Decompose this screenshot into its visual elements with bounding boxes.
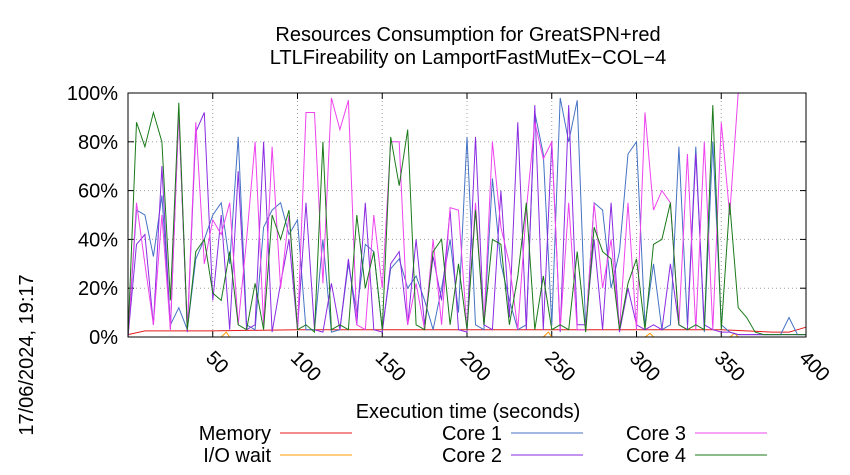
series-line-core-2 [127,105,806,338]
y-tick-labels: 0% 20% 40% 60% 80% 100% [67,83,118,349]
timestamp-label: 17/06/2024, 19:17 [16,274,38,435]
series-line-core-3 [127,92,806,338]
grid-lines [128,92,807,338]
x-tick-label: 300 [625,347,664,386]
chart-title-line-1: Resources Consumption for GreatSPN+red [275,24,660,46]
plot-frame [127,92,807,338]
x-axis-label: Execution time (seconds) [356,401,581,423]
y-tick-label: 60% [78,181,118,203]
x-tick-labels: 50 100 150 200 250 300 350 400 [201,347,833,386]
y-tick-label: 40% [78,229,118,251]
y-tick-label: 100% [67,83,118,105]
x-tick-label: 50 [201,347,232,378]
legend-label: Memory [199,423,271,445]
legend-label: Core 2 [442,445,502,467]
legend-label: I/O wait [203,445,271,467]
x-tick-label: 150 [371,347,410,386]
x-tick-label: 400 [794,347,833,386]
y-tick-label: 20% [78,278,118,300]
legend-label: Core 4 [626,445,686,467]
x-tick-label: 250 [540,347,579,386]
x-tick-label: 350 [710,347,749,386]
legend-label: Core 1 [442,423,502,445]
y-tick-label: 80% [78,132,118,154]
x-tick-label: 100 [286,347,325,386]
legend-label: Core 3 [626,423,686,445]
series-line-core-4 [127,102,806,338]
chart-title-line-2: LTLFireability on LamportFastMutEx−COL−4 [270,47,666,69]
x-tick-label: 200 [455,347,494,386]
series-lines [127,92,807,338]
y-tick-label: 0% [89,327,118,349]
